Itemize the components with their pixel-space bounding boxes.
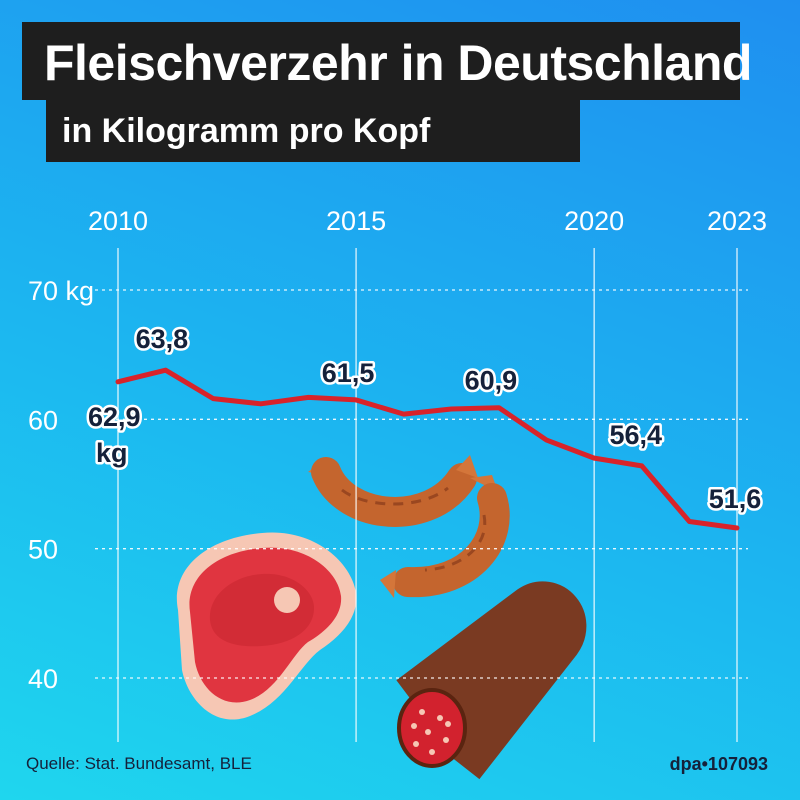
source-note: Quelle: Stat. Bundesamt, BLE [26,754,252,773]
subtitle-band [46,100,580,162]
dpa-credit: dpa•107093 [669,754,768,774]
x-tick-label: 2015 [326,206,386,236]
data-label: 60,9 [465,366,518,396]
data-label-unit: kg [96,438,128,468]
chart-data-labels: 62,9 kg 63,8 61,5 60,9 56,4 51,6 [86,322,764,517]
y-tick-label: 50 [28,535,58,565]
chart-axes: 2010 2015 2020 2023 70 kg 60 50 40 [28,206,767,694]
x-tick-label: 2020 [564,206,624,236]
x-tick-label: 2023 [707,206,767,236]
data-label: 62,9 [88,402,141,432]
illustrations [176,455,587,780]
y-tick-label: 60 [28,405,58,435]
title-band [22,22,740,100]
chart-title: Fleischverzehr in Deutschland [44,35,752,91]
data-label: 51,6 [709,484,762,514]
data-line [115,367,740,531]
y-tick-label: 70 kg [28,276,94,306]
chart-grid [95,248,748,742]
chart-subtitle: in Kilogramm pro Kopf [62,112,431,150]
x-tick-label: 2010 [88,206,148,236]
salami-icon [396,581,587,780]
data-label: 56,4 [609,420,662,450]
chart-series [115,367,740,531]
steak-icon [176,532,357,720]
sausage-icon [308,455,510,598]
data-label: 63,8 [136,324,189,354]
data-label: 61,5 [322,358,375,388]
y-tick-label: 40 [28,664,58,694]
